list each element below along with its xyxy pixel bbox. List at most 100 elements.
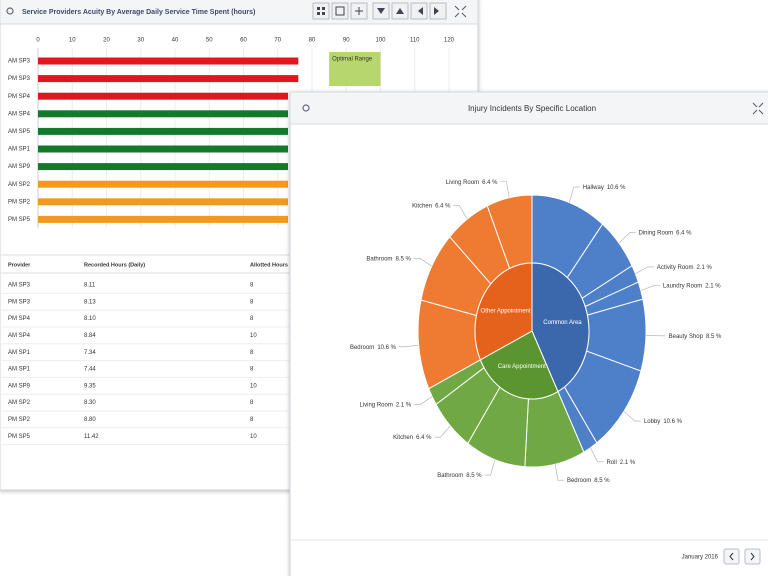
segment-label: Activity Room 2.1 % bbox=[657, 264, 713, 270]
segment-name: Hallway bbox=[583, 185, 604, 191]
y-tick-label: AM SP3 bbox=[8, 59, 31, 65]
x-tick-label: 80 bbox=[309, 38, 316, 44]
bar-chart: 0 10 20 30 40 50 60 70 80 90 100 110 120 Optimal Rang… bbox=[8, 38, 455, 228]
panel-title: Service Providers Acuity By Average Dail… bbox=[22, 9, 255, 16]
x-tick-label: 100 bbox=[375, 38, 386, 44]
column-header: Allotted Hours bbox=[250, 262, 288, 268]
table-cell: PM SP5 bbox=[8, 434, 31, 440]
bar bbox=[38, 75, 299, 83]
segment-label: Beauty Shop 8.5 % bbox=[669, 333, 722, 339]
table-cell: AM SP3 bbox=[8, 283, 31, 289]
segment-name: Bathroom bbox=[437, 473, 463, 479]
segment-name: Dining Room bbox=[638, 230, 673, 236]
segment-label: Kitchen 6.4 % bbox=[393, 435, 432, 441]
expand-icon[interactable] bbox=[752, 102, 764, 115]
table-cell: PM SP3 bbox=[8, 299, 31, 305]
table-cell: AM SP4 bbox=[8, 333, 31, 339]
settings-icon[interactable] bbox=[6, 7, 14, 15]
settings-icon[interactable] bbox=[302, 104, 310, 112]
leader-line bbox=[500, 181, 510, 198]
optimal-range bbox=[329, 52, 381, 86]
table-cell: 8 bbox=[250, 316, 254, 322]
segment-name: Beauty Shop bbox=[669, 333, 704, 339]
table-cell: 8.30 bbox=[84, 400, 96, 406]
bar bbox=[38, 145, 289, 153]
expand-icon[interactable] bbox=[454, 5, 467, 18]
table-cell: 7.44 bbox=[84, 367, 96, 373]
segment-value: 2.1 % bbox=[396, 402, 412, 408]
leader-line bbox=[484, 459, 496, 476]
leader-line bbox=[453, 205, 468, 220]
bar bbox=[38, 110, 289, 118]
column-header: Recorded Hours (Daily) bbox=[84, 262, 145, 268]
y-tick-label: AM SP1 bbox=[8, 147, 31, 153]
leader-line bbox=[413, 258, 432, 267]
x-tick-label: 120 bbox=[444, 38, 455, 44]
inner-segment bbox=[531, 262, 590, 393]
panel-title: Injury Incidents By Specific Location bbox=[468, 104, 596, 113]
table-cell: 8.11 bbox=[84, 283, 96, 289]
segment-value: 6.4 % bbox=[416, 435, 432, 441]
segment-label: Roll 2.1 % bbox=[606, 459, 635, 465]
x-tick-label: 110 bbox=[410, 38, 420, 44]
segment-value: 8.5 % bbox=[594, 478, 610, 484]
table-cell: AM SP9 bbox=[8, 383, 31, 389]
segment-name: Activity Room bbox=[657, 264, 694, 270]
table-cell: PM SP4 bbox=[8, 316, 31, 322]
bar bbox=[38, 57, 299, 65]
x-tick-label: 20 bbox=[103, 38, 110, 44]
bar bbox=[38, 92, 289, 100]
prev-button[interactable] bbox=[723, 548, 740, 565]
leader-line bbox=[554, 464, 564, 481]
table-cell: 9.35 bbox=[84, 383, 96, 389]
panel-header bbox=[289, 91, 768, 125]
segment-name: Bedroom bbox=[350, 344, 374, 350]
segment-value: 10.6 % bbox=[377, 344, 396, 350]
segment-name: Living Room bbox=[359, 402, 392, 408]
sunburst-chart: Hallway 10.6 %Dining Room 6.4 %Activity Ro… bbox=[350, 179, 722, 483]
toolbar-button[interactable] bbox=[331, 2, 349, 20]
segment-name: Living Room bbox=[446, 179, 479, 185]
segment-value: 2.1 % bbox=[620, 459, 636, 465]
segment-name: Kitchen bbox=[393, 435, 413, 441]
leader-line bbox=[623, 411, 641, 422]
segment-label: Hallway 10.6 % bbox=[583, 185, 626, 191]
segment-value: 6.4 % bbox=[676, 230, 692, 236]
segment-label: Bathroom 8.5 % bbox=[437, 473, 482, 479]
segment-value: 6.4 % bbox=[435, 203, 451, 209]
table-cell: 8 bbox=[250, 283, 254, 289]
x-tick-label: 50 bbox=[206, 38, 213, 44]
bar bbox=[38, 127, 289, 135]
segment-value: 8.5 % bbox=[395, 256, 411, 262]
next-button[interactable] bbox=[744, 548, 761, 565]
segment-name: Bedroom bbox=[567, 478, 591, 484]
segment-label: Living Room 6.4 % bbox=[446, 179, 498, 185]
segment-label: Dining Room 6.4 % bbox=[638, 230, 692, 236]
x-tick-label: 40 bbox=[172, 38, 179, 44]
y-tick-label: PM SP5 bbox=[8, 217, 31, 223]
y-tick-label: PM SP4 bbox=[8, 94, 31, 100]
bar bbox=[38, 198, 289, 206]
segment-value: 6.4 % bbox=[482, 179, 498, 185]
prev-icon bbox=[729, 552, 734, 561]
segment-label: Bedroom 10.6 % bbox=[350, 344, 397, 350]
bar bbox=[38, 215, 289, 223]
segment-label: Living Room 2.1 % bbox=[359, 402, 411, 408]
y-tick-label: AM SP9 bbox=[8, 164, 31, 170]
leader-line bbox=[645, 334, 666, 337]
leader-line bbox=[640, 285, 660, 291]
y-tick-label: PM SP3 bbox=[8, 76, 31, 82]
x-tick-label: 60 bbox=[240, 38, 247, 44]
bar bbox=[38, 180, 289, 188]
table-cell: 8 bbox=[250, 350, 254, 356]
table-cell: 10 bbox=[250, 333, 257, 339]
segment-value: 8.5 % bbox=[466, 473, 482, 479]
toolbar-button[interactable] bbox=[312, 2, 330, 20]
table-cell: 11.42 bbox=[84, 434, 99, 440]
segment-value: 2.1 % bbox=[697, 264, 713, 270]
table-cell: AM SP1 bbox=[8, 350, 31, 356]
y-tick-label: AM SP4 bbox=[8, 111, 31, 117]
table-cell: 8 bbox=[250, 417, 254, 423]
leader-line bbox=[414, 396, 433, 405]
